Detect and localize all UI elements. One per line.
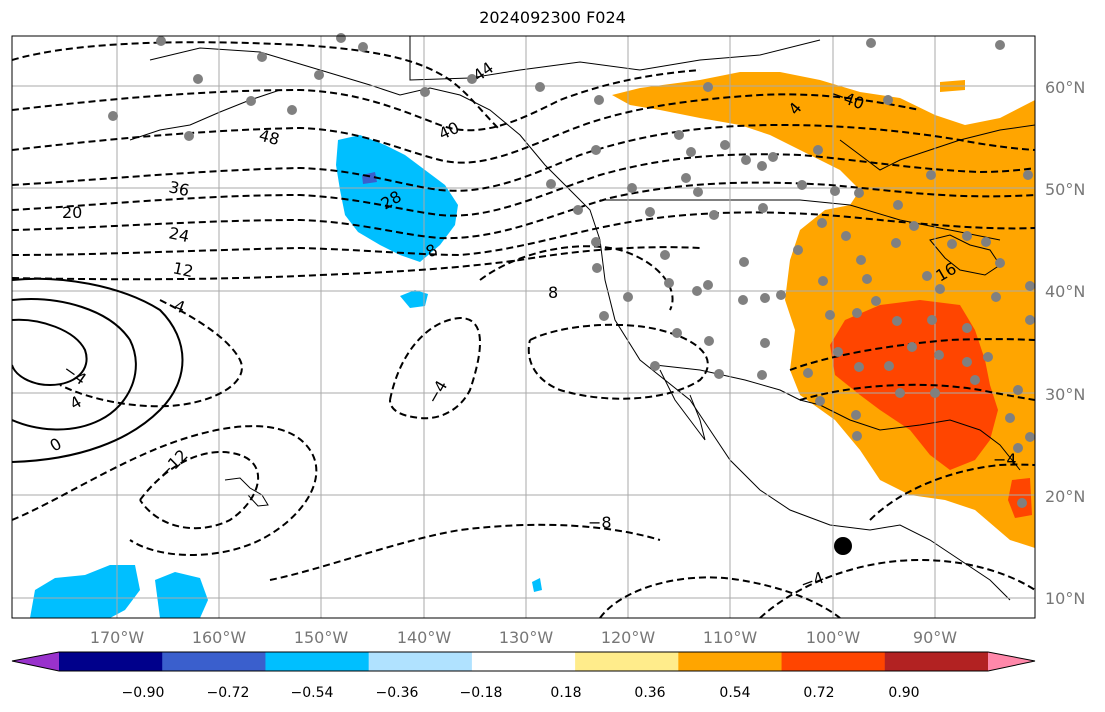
colorbar-box [368, 652, 473, 671]
colorbar-box [59, 652, 163, 671]
colorbar-box [678, 652, 783, 671]
lon-label: 110°W [703, 628, 758, 647]
contour-dashed [12, 181, 1035, 240]
lon-label: 130°W [499, 628, 554, 647]
blue-field-sw [30, 565, 140, 618]
contour-dashed [479, 245, 674, 311]
contour-dashed [269, 523, 661, 581]
lon-label: 160°W [192, 628, 247, 647]
contour-lines [12, 41, 1035, 618]
contour-solid-0 [12, 277, 184, 463]
colorbar-tick: −0.90 [122, 685, 165, 701]
contour-dashed [789, 338, 1035, 371]
contour-label: 12 [171, 258, 195, 281]
contour-dashed [869, 463, 1035, 521]
lon-label: 140°W [397, 628, 452, 647]
station-dots [108, 33, 1035, 508]
colorbar-boxes [59, 652, 989, 671]
contour-dashed [12, 425, 318, 556]
contour-dashed [759, 558, 1035, 618]
colorbar-box [471, 652, 576, 671]
colorbar-tick-labels: −0.90 −0.72 −0.54 −0.36 −0.18 0.18 0.36 … [122, 685, 920, 701]
lon-label: 90°W [913, 628, 957, 647]
contour-dashed [59, 299, 243, 408]
colorbar-tick: −0.18 [460, 685, 503, 701]
contour-dashed [12, 41, 501, 131]
colorbar-box [575, 652, 679, 671]
lat-label: 20°N [1045, 487, 1085, 506]
contour-label: 36 [167, 177, 191, 200]
contour-label: −4 [993, 450, 1017, 469]
contour-dashed [389, 316, 481, 420]
contour-dashed [599, 576, 841, 618]
map-title: 2024092300 F024 [479, 8, 626, 27]
colorbar-box [265, 652, 370, 671]
colorbar-tick: −0.72 [207, 685, 250, 701]
lat-label: 30°N [1045, 385, 1085, 404]
us-mexico-border [654, 364, 821, 406]
contour-label: 48 [257, 126, 282, 150]
blue-field-small [400, 290, 428, 308]
lat-labels: 60°N 50°N 40°N 30°N 20°N 10°N [1045, 78, 1085, 608]
contour-solid-4 [12, 298, 137, 431]
colorbar-tick: 0.54 [719, 685, 750, 701]
contour-label: 20 [62, 203, 82, 222]
baja [659, 369, 706, 441]
colorbar-tick: 0.36 [634, 685, 665, 701]
contour-label: −4 [423, 377, 451, 407]
contour-label: 24 [167, 223, 191, 246]
us-canada-border [600, 199, 1001, 241]
contour-dashed [12, 93, 921, 164]
colorbar: −0.90 −0.72 −0.54 −0.36 −0.18 0.18 0.36 … [11, 651, 1036, 701]
contour-label: 0 [47, 434, 65, 456]
contour-label: 40 [436, 118, 462, 144]
blue-field-sw2 [155, 572, 208, 618]
colorbar-tick: 0.90 [888, 685, 919, 701]
lat-label: 60°N [1045, 78, 1085, 97]
contour-dashed [527, 323, 709, 400]
lon-label: 150°W [294, 628, 349, 647]
contour-label: −8 [588, 513, 612, 532]
colorbar-tick: 0.18 [550, 685, 581, 701]
colorbar-box [162, 652, 266, 671]
orange-field [612, 72, 1035, 548]
colorbar-tick: −0.54 [291, 685, 334, 701]
contour-dashed [139, 451, 259, 530]
lon-label: 120°W [601, 628, 656, 647]
contour-dashed [12, 123, 1035, 192]
contour-dashed [12, 211, 1035, 257]
red-field-small [1008, 478, 1032, 518]
lon-labels: 170°W 160°W 150°W 140°W 130°W 120°W 110°… [90, 628, 957, 647]
marker-dot [834, 537, 852, 555]
contour-label: −4 [798, 568, 827, 594]
blue-field [336, 135, 458, 262]
contour-solid-8 [12, 318, 88, 387]
colorbar-extend-low [12, 652, 59, 671]
lat-label: 10°N [1045, 589, 1085, 608]
colorbar-box [781, 652, 886, 671]
lat-label: 50°N [1045, 180, 1085, 199]
lon-label: 170°W [90, 628, 145, 647]
contour-label: −12 [154, 446, 191, 483]
hawaii [224, 477, 269, 507]
lon-label: 100°W [806, 628, 861, 647]
contour-dashed [799, 383, 1035, 401]
canada-north [409, 36, 821, 81]
contour-label: 4 [67, 392, 85, 414]
alaska-coast [149, 47, 1011, 601]
colorbar-extend-high [988, 652, 1035, 671]
plot-frame [11, 35, 1036, 619]
contour-dashed [12, 246, 701, 281]
contour-label: 8 [548, 283, 558, 302]
colorbar-tick: 0.72 [803, 685, 834, 701]
colorbar-box [884, 652, 989, 671]
blue-field-tiny [532, 578, 542, 592]
hudson-bay [839, 124, 1035, 171]
colorbar-outline [11, 651, 1036, 672]
lat-label: 40°N [1045, 282, 1085, 301]
colorbar-tick: −0.36 [376, 685, 419, 701]
coastlines [129, 36, 1035, 601]
